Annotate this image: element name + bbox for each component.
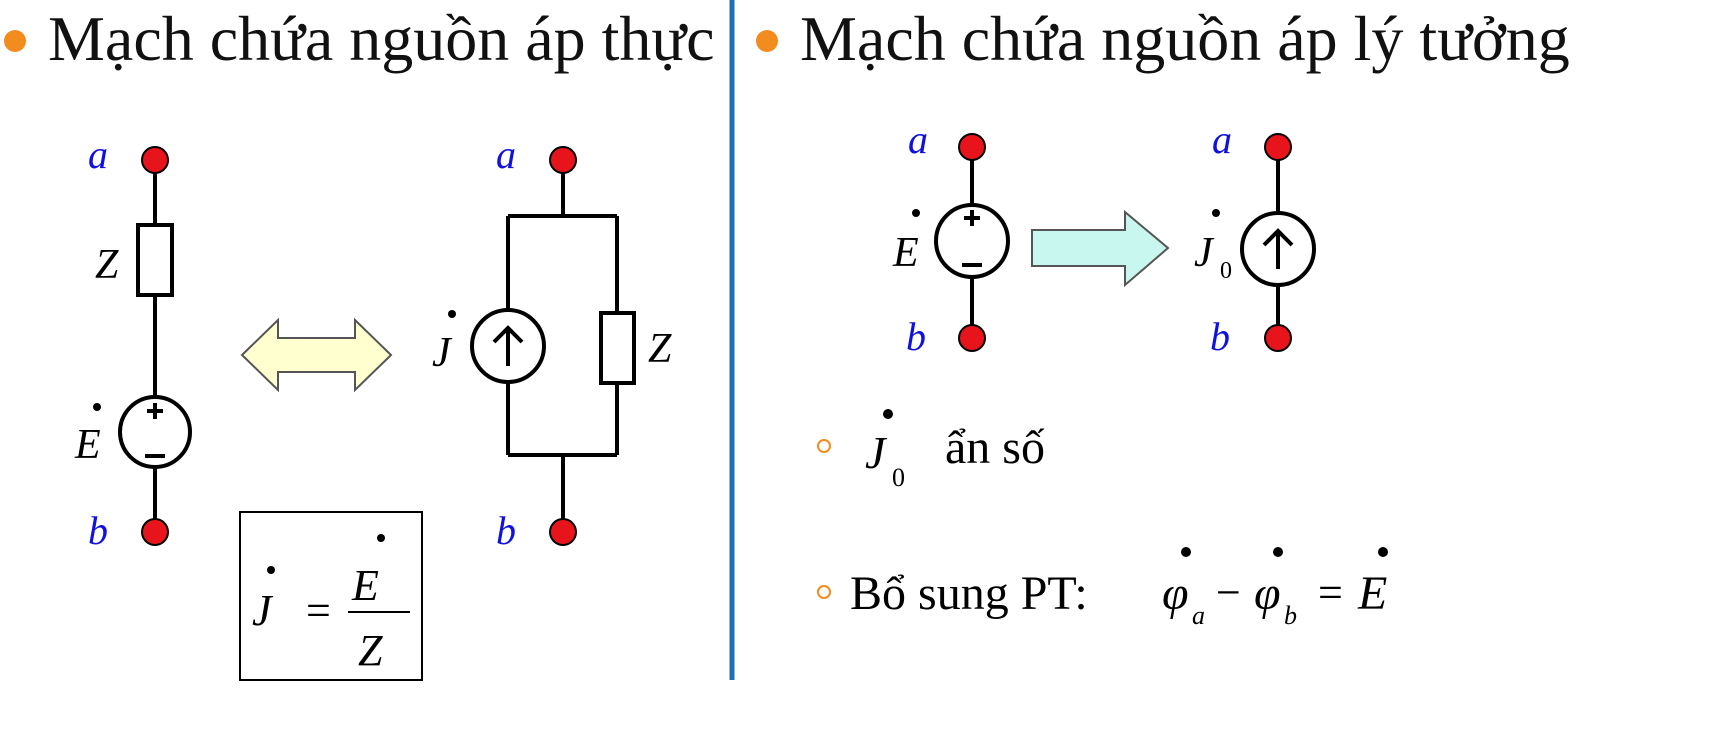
node-a-left1 <box>141 146 169 174</box>
item2-rhs-dot <box>1378 547 1388 557</box>
node-b-right2 <box>1264 324 1292 352</box>
item2-sub-b: b <box>1284 601 1297 630</box>
heading-right: Mạch chứa nguồn áp lý tưởng <box>800 3 1570 74</box>
node-a-label-right2: a <box>1212 117 1232 162</box>
node-b-right1 <box>958 324 986 352</box>
voltage-source-symbol-right <box>962 210 982 267</box>
current-source-arrow-left <box>492 325 524 366</box>
current-dot-left2 <box>448 310 456 318</box>
item1-dot <box>883 409 893 419</box>
node-b-label-right1: b <box>906 314 926 359</box>
emf-dot-left1 <box>93 403 101 411</box>
heading-bullet-left <box>4 30 26 52</box>
formula-denominator: Z <box>358 626 383 675</box>
formula-lhs-dot <box>267 566 275 574</box>
item2-phi-a: φ <box>1162 567 1189 620</box>
item1-symbol: J <box>865 427 888 478</box>
item2-phi-b: φ <box>1254 567 1281 620</box>
node-b-label-left1: b <box>88 508 108 553</box>
parallel-circuit <box>470 160 636 532</box>
formula-equals: = <box>306 586 331 635</box>
list-bullet-1 <box>817 439 831 453</box>
node-a-label-left2: a <box>496 132 516 177</box>
formula-lhs: J <box>252 586 274 635</box>
item2-phi-a-dot <box>1181 547 1191 557</box>
current-dot-right2 <box>1212 209 1220 217</box>
node-b-left2 <box>549 518 577 546</box>
current-label-right2: J <box>1194 230 1215 276</box>
heading-bullet-right <box>756 30 778 52</box>
node-a-right2 <box>1264 133 1292 161</box>
impedance-label-left1: Z <box>95 242 119 288</box>
node-a-left2 <box>549 146 577 174</box>
node-a-right1 <box>958 133 986 161</box>
node-b-label-right2: b <box>1210 314 1230 359</box>
formula-num-dot <box>377 534 385 542</box>
current-label-left2: J <box>432 330 453 376</box>
emf-dot-right1 <box>912 209 920 217</box>
item2-minus: − <box>1216 568 1241 617</box>
conversion-arrow <box>1031 209 1170 288</box>
node-b-label-left2: b <box>496 508 516 553</box>
formula-box <box>239 511 423 681</box>
item1-subscript: 0 <box>892 463 905 492</box>
formula-numerator: E <box>351 561 379 610</box>
item2-phi-b-dot <box>1273 547 1283 557</box>
impedance-label-left2: Z <box>648 326 672 372</box>
voltage-source-symbol-left <box>145 403 165 458</box>
series-circuit <box>118 160 192 532</box>
node-b-left1 <box>141 518 169 546</box>
current-source-arrow-right <box>1262 228 1294 269</box>
ideal-voltage-circuit <box>934 147 1010 338</box>
emf-label-left1: E <box>74 422 101 468</box>
node-a-label-right1: a <box>908 117 928 162</box>
node-a-label-left1: a <box>88 132 108 177</box>
item2-sub-a: a <box>1192 601 1205 630</box>
equivalence-double-arrow <box>240 317 393 393</box>
list-bullet-2 <box>817 585 831 599</box>
emf-label-right1: E <box>892 230 919 276</box>
item2-equals: = <box>1318 568 1343 617</box>
current-subscript-right2: 0 <box>1220 258 1232 284</box>
item2-text: Bổ sung PT: <box>850 567 1088 620</box>
heading-left: Mạch chứa nguồn áp thực <box>48 3 715 74</box>
item2-rhs: E <box>1357 567 1387 620</box>
item1-text: ẩn số <box>945 421 1045 474</box>
